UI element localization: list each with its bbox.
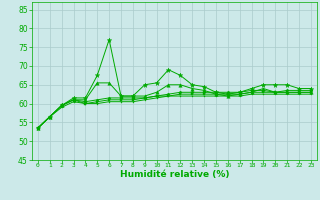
X-axis label: Humidité relative (%): Humidité relative (%) [120,170,229,179]
